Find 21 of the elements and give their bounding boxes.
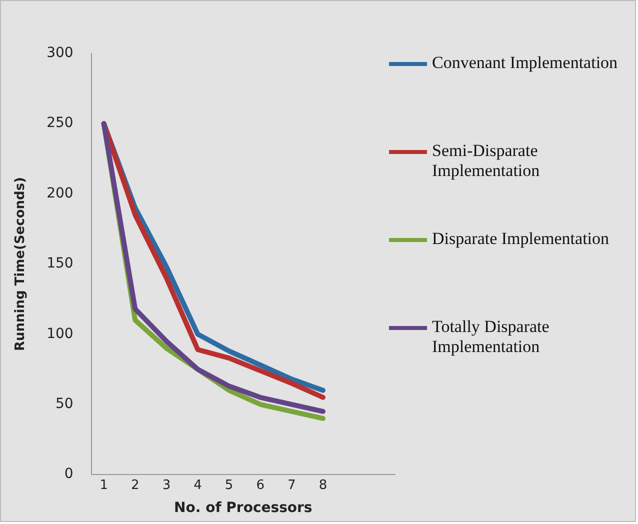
y-tick-label: 300 [46, 45, 74, 62]
y-tick-label: 100 [46, 326, 74, 342]
y-tick-label: 200 [46, 185, 74, 202]
legend-label: Disparate Implementation [432, 229, 610, 249]
x-tick-label: 4 [194, 478, 202, 493]
legend-label: Convenant Implementation [432, 53, 618, 73]
x-tick-label: 8 [318, 478, 328, 493]
y-tick-label: 150 [46, 256, 74, 272]
x-tick-label: 5 [224, 478, 234, 493]
x-tick-label: 1 [100, 478, 108, 493]
legend-label: Semi-Disparate Implementation [432, 141, 541, 181]
legend-label: Totally Disparate Implementation [432, 317, 550, 357]
x-axis-title: No. of Processors [174, 500, 312, 516]
x-tick-label: 6 [256, 478, 265, 493]
y-tick-label: 0 [64, 466, 74, 482]
x-tick-label: 7 [288, 478, 296, 493]
y-tick-label: 50 [55, 396, 74, 412]
x-tick-label: 2 [131, 478, 140, 493]
x-tick-label: 3 [162, 478, 171, 493]
y-axis-title: Running Time(Seconds) [13, 176, 28, 352]
y-tick-label: 250 [46, 115, 74, 132]
